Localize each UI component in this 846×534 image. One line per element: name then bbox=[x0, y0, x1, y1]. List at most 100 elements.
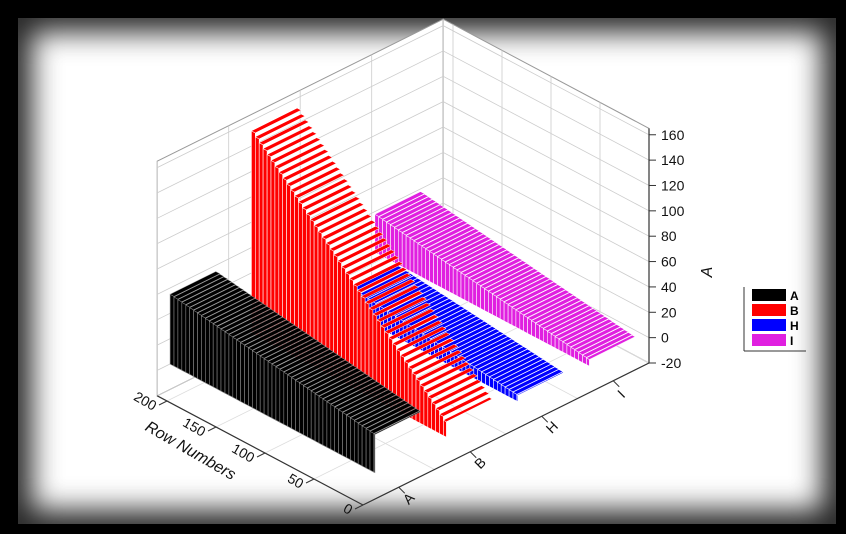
bar-top bbox=[177, 276, 229, 303]
bar-top bbox=[200, 292, 252, 319]
bar-top bbox=[421, 223, 473, 249]
x-tick-label: 0 bbox=[341, 500, 356, 518]
bar-top bbox=[516, 371, 565, 396]
bar-top bbox=[488, 354, 540, 380]
bar bbox=[283, 371, 289, 427]
bar-top bbox=[359, 270, 411, 296]
bar-top bbox=[492, 356, 544, 382]
bar bbox=[435, 407, 440, 435]
bar bbox=[201, 315, 206, 384]
bar bbox=[448, 264, 454, 295]
bar bbox=[259, 355, 265, 415]
x-tick-label: 50 bbox=[285, 470, 307, 492]
bar-top bbox=[426, 313, 477, 339]
bar-top bbox=[438, 391, 490, 417]
y-tick-label: H bbox=[543, 418, 561, 436]
bar bbox=[263, 358, 269, 417]
bar-top bbox=[444, 239, 496, 265]
z-tick-label: 80 bbox=[661, 228, 677, 244]
bar-top bbox=[185, 282, 236, 308]
bar-top bbox=[361, 402, 413, 429]
bar bbox=[419, 384, 425, 426]
bar bbox=[240, 342, 245, 405]
bar-top bbox=[314, 370, 366, 397]
bar-top bbox=[322, 376, 374, 402]
bar-top bbox=[278, 149, 330, 175]
bar-top bbox=[364, 279, 416, 305]
bar-top bbox=[318, 373, 370, 399]
bar-top bbox=[255, 330, 307, 356]
bar-top bbox=[411, 349, 463, 376]
z-axis-title: A bbox=[699, 267, 716, 279]
bar-top bbox=[480, 263, 531, 289]
bar bbox=[515, 309, 521, 330]
bar-top bbox=[503, 279, 555, 305]
bar-top bbox=[342, 389, 393, 415]
bar-top bbox=[310, 368, 362, 394]
y-tick bbox=[612, 380, 620, 388]
bar-top bbox=[169, 271, 221, 297]
bar-top bbox=[321, 214, 373, 240]
bar-top bbox=[240, 319, 291, 346]
bar-top bbox=[340, 243, 392, 269]
bar bbox=[220, 328, 226, 394]
bar bbox=[361, 425, 367, 469]
bar-top bbox=[259, 333, 311, 359]
y-tick bbox=[541, 415, 549, 423]
bar-top bbox=[581, 332, 633, 358]
bar-top bbox=[527, 295, 578, 321]
bar-top bbox=[266, 131, 318, 157]
bar bbox=[197, 312, 202, 382]
bar bbox=[209, 320, 214, 388]
bar bbox=[452, 266, 458, 297]
bar-top bbox=[403, 338, 455, 364]
bar bbox=[488, 290, 493, 316]
bar-top bbox=[495, 273, 547, 300]
bar bbox=[267, 360, 273, 419]
bar bbox=[205, 318, 210, 386]
bar bbox=[423, 390, 429, 428]
bar-top bbox=[313, 202, 365, 228]
y-tick bbox=[469, 451, 477, 459]
bar bbox=[476, 282, 481, 310]
bar-top bbox=[338, 386, 389, 413]
bar-top bbox=[317, 208, 369, 234]
bar-top bbox=[515, 287, 567, 313]
bar-top bbox=[333, 231, 384, 258]
bar bbox=[291, 377, 296, 432]
z-tick-label: 20 bbox=[661, 304, 677, 320]
bar bbox=[181, 301, 187, 373]
bar-top bbox=[448, 241, 500, 268]
bar-top bbox=[348, 255, 400, 281]
bar-top bbox=[305, 190, 357, 216]
bar-top bbox=[401, 209, 453, 236]
bar bbox=[415, 378, 421, 424]
bar-top bbox=[369, 408, 421, 434]
bar bbox=[503, 301, 509, 324]
bar bbox=[542, 328, 548, 345]
x-tick bbox=[305, 478, 315, 484]
bar-top bbox=[427, 373, 478, 399]
bar bbox=[189, 307, 194, 378]
bar-top bbox=[570, 324, 622, 350]
bar-top bbox=[193, 287, 244, 313]
bar bbox=[271, 363, 277, 421]
bar-top bbox=[409, 215, 461, 241]
bar bbox=[236, 339, 241, 403]
bar-top bbox=[395, 326, 447, 352]
bar bbox=[468, 277, 474, 305]
bar-top bbox=[397, 207, 449, 233]
bar bbox=[346, 414, 351, 461]
bar-top bbox=[279, 346, 331, 372]
bar bbox=[397, 229, 403, 268]
x-axis-line bbox=[156, 395, 364, 506]
z-tick-label: 140 bbox=[661, 152, 685, 168]
bar-top bbox=[302, 362, 354, 388]
bar bbox=[550, 333, 556, 349]
bar-top bbox=[476, 260, 527, 286]
bar-top bbox=[435, 385, 486, 411]
bar-top bbox=[360, 273, 412, 299]
bar bbox=[342, 411, 347, 459]
bar bbox=[330, 404, 336, 452]
bar bbox=[350, 417, 355, 463]
